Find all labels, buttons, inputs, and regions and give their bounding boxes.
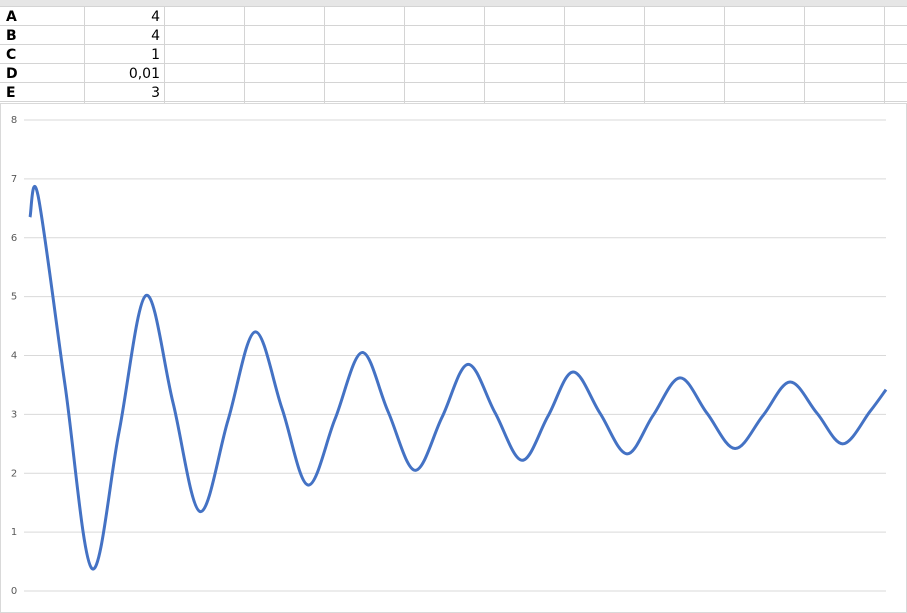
y-tick-label: 2: [11, 468, 17, 479]
y-tick-label: 8: [11, 115, 17, 126]
cell-label: E: [6, 85, 16, 101]
y-tick-label: 5: [11, 292, 17, 303]
header-row: [0, 0, 907, 6]
cell-value: 4: [151, 9, 160, 25]
cell-value: 0,01: [129, 66, 160, 82]
cell-label: C: [6, 47, 16, 63]
chart-area[interactable]: [0, 103, 907, 613]
cell-value: 3: [151, 85, 160, 101]
cell-label: D: [6, 66, 18, 82]
cell-value: 1: [151, 47, 160, 63]
y-tick-label: 3: [11, 409, 17, 420]
y-tick-label: 4: [11, 351, 17, 362]
y-tick-label: 7: [11, 174, 17, 185]
y-tick-label: 1: [11, 527, 17, 538]
y-tick-label: 6: [11, 233, 17, 244]
data-line: [28, 184, 888, 571]
cell-label: A: [6, 9, 17, 25]
y-tick-label: 0: [11, 586, 17, 597]
cell-grid: [0, 0, 907, 103]
cell-value: 4: [151, 28, 160, 44]
cell-label: B: [6, 28, 17, 44]
